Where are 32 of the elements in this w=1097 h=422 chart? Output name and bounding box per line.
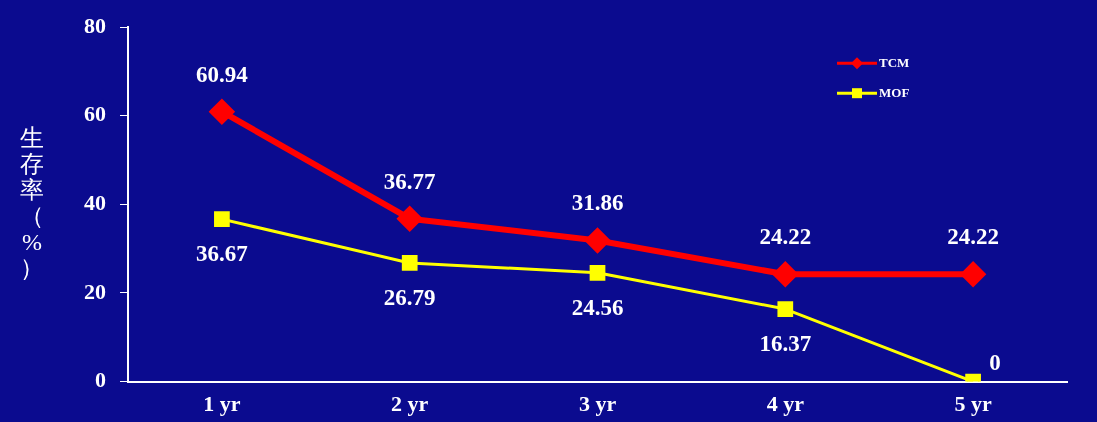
x-tick-label: 5 yr — [954, 391, 992, 417]
y-axis-title: 生存率（%） — [20, 124, 44, 281]
data-label: 36.67 — [196, 241, 248, 267]
legend-label: TCM — [879, 54, 910, 70]
x-tick-label: 3 yr — [578, 391, 617, 417]
legend-label: MOF — [879, 84, 910, 100]
point — [585, 228, 610, 253]
data-label: 31.86 — [571, 190, 624, 216]
data-label: 60.94 — [196, 61, 249, 87]
point — [397, 206, 422, 231]
y-tick-label: 20 — [84, 278, 106, 304]
data-label: 24.56 — [571, 294, 624, 320]
data-label: 24.22 — [947, 224, 999, 250]
y-tick-label: 0 — [95, 367, 106, 393]
y-tick-label: 60 — [84, 101, 106, 127]
point — [401, 255, 418, 271]
point — [589, 264, 606, 281]
y-tick-label: 40 — [84, 190, 106, 216]
data-label: 0 — [989, 349, 1001, 375]
data-label: 24.22 — [759, 224, 812, 250]
y-tick-label: 80 — [84, 12, 106, 38]
data-label: 36.77 — [383, 168, 436, 194]
point — [773, 262, 798, 287]
point — [214, 211, 230, 228]
data-label: 16.37 — [759, 331, 812, 357]
point — [209, 99, 234, 124]
x-tick-label: 2 yr — [391, 391, 429, 417]
point — [961, 262, 986, 287]
data-label: 26.79 — [383, 284, 436, 310]
x-tick-label: 1 yr — [203, 391, 241, 417]
point — [777, 301, 794, 317]
x-tick-label: 4 yr — [766, 391, 805, 417]
